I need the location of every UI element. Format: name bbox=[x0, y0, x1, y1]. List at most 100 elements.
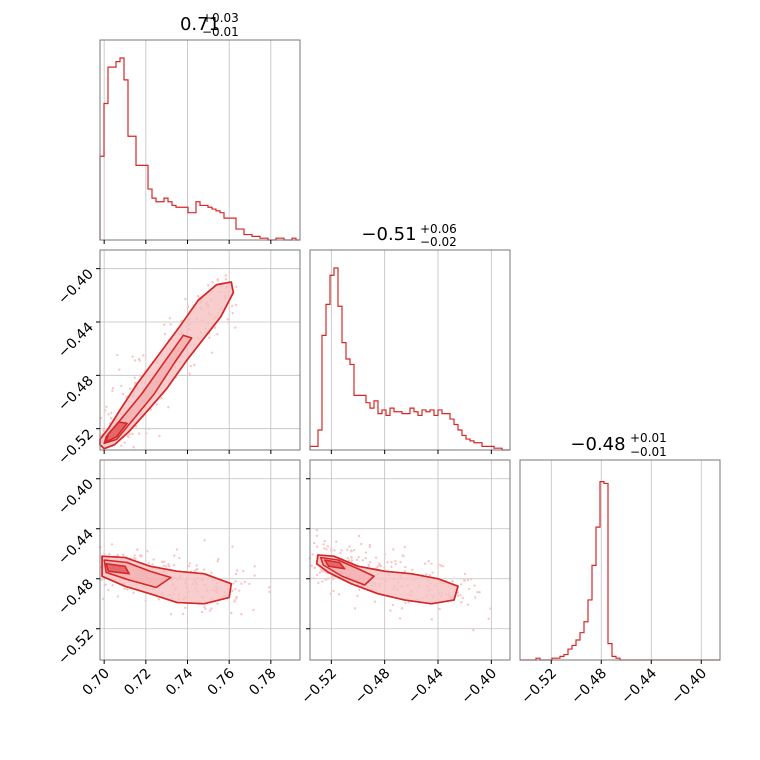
scatter-point bbox=[196, 294, 200, 298]
scatter-point bbox=[147, 561, 150, 565]
scatter-point bbox=[193, 569, 196, 573]
title-upper-0: +0.03 bbox=[202, 11, 239, 25]
scatter-point bbox=[107, 588, 110, 592]
scatter-point bbox=[315, 534, 319, 538]
scatter-point bbox=[235, 569, 239, 572]
scatter-point bbox=[151, 563, 154, 566]
scatter-point bbox=[230, 611, 233, 615]
scatter-point bbox=[162, 564, 166, 567]
scatter-point bbox=[211, 280, 214, 284]
scatter-point bbox=[101, 597, 105, 601]
scatter-point bbox=[138, 359, 141, 362]
scatter-point bbox=[339, 552, 342, 555]
scatter-point bbox=[134, 557, 137, 561]
scatter-point bbox=[456, 591, 459, 594]
scatter-point bbox=[184, 297, 187, 301]
scatter-point bbox=[253, 574, 256, 577]
x-tick-label: −0.52 bbox=[299, 666, 341, 708]
scatter-point bbox=[329, 592, 332, 595]
scatter-point bbox=[463, 572, 467, 576]
y-tick-label: −0.44 bbox=[55, 319, 97, 361]
scatter-point bbox=[235, 595, 238, 599]
scatter-point bbox=[404, 565, 407, 569]
scatter-point bbox=[399, 560, 402, 564]
scatter-point bbox=[132, 591, 135, 594]
scatter-point bbox=[360, 542, 363, 546]
scatter-point bbox=[318, 571, 321, 574]
scatter-point bbox=[116, 353, 119, 357]
scatter-point bbox=[398, 617, 402, 620]
scatter-point bbox=[204, 607, 207, 611]
scatter-point bbox=[102, 428, 105, 432]
scatter-point bbox=[121, 392, 125, 396]
scatter-point bbox=[131, 432, 134, 436]
y-tick-label: −0.52 bbox=[55, 426, 97, 468]
scatter-point bbox=[355, 558, 359, 562]
scatter-point bbox=[139, 374, 142, 378]
scatter-point bbox=[430, 562, 433, 565]
scatter-point bbox=[390, 561, 393, 564]
title-lower-0: −0.01 bbox=[202, 25, 239, 39]
scatter-point bbox=[403, 545, 406, 549]
axis-frame bbox=[99, 459, 301, 661]
scatter-point bbox=[364, 557, 367, 560]
title-param-0: 0.71 bbox=[180, 14, 220, 35]
scatter-point bbox=[128, 432, 131, 436]
scatter-point bbox=[173, 554, 176, 557]
scatter-point bbox=[100, 578, 103, 582]
scatter-point bbox=[108, 552, 111, 556]
scatter-point bbox=[152, 558, 155, 561]
scatter-point bbox=[430, 618, 434, 621]
histogram-step-line bbox=[309, 267, 510, 451]
title-value-1: −0.51 bbox=[361, 224, 416, 245]
x-tick-label: −0.48 bbox=[352, 666, 394, 708]
scatter-point bbox=[237, 589, 241, 592]
scatter-point bbox=[133, 554, 136, 557]
scatter-point bbox=[169, 323, 172, 326]
scatter-point bbox=[234, 580, 237, 583]
axis-frame bbox=[309, 459, 511, 661]
scatter-point bbox=[111, 584, 114, 587]
scatter-point bbox=[394, 562, 397, 566]
scatter-point bbox=[172, 563, 176, 567]
scatter-point bbox=[243, 580, 246, 584]
scatter-point bbox=[167, 406, 170, 409]
scatter-point bbox=[231, 545, 234, 548]
scatter-point bbox=[146, 550, 149, 553]
scatter-point bbox=[216, 333, 219, 336]
scatter-point bbox=[213, 326, 217, 329]
scatter-point bbox=[310, 564, 313, 568]
scatter-point bbox=[356, 594, 359, 598]
scatter-point bbox=[129, 387, 132, 391]
scatter-point bbox=[168, 317, 172, 320]
scatter-point bbox=[231, 311, 234, 315]
axis-frame bbox=[99, 39, 301, 241]
scatter-point bbox=[167, 562, 170, 566]
scatter-point bbox=[193, 363, 196, 367]
scatter-point bbox=[216, 278, 219, 281]
scatter-point bbox=[145, 432, 148, 435]
scatter-point bbox=[123, 587, 126, 591]
scatter-point bbox=[383, 566, 386, 570]
scatter-point bbox=[240, 612, 243, 616]
scatter-point bbox=[210, 351, 214, 354]
scatter-point bbox=[487, 617, 490, 620]
scatter-point bbox=[335, 540, 338, 543]
scatter-point bbox=[144, 599, 147, 602]
scatter-point bbox=[451, 579, 454, 583]
y-tick-label: −0.52 bbox=[55, 626, 97, 668]
scatter-point bbox=[234, 572, 238, 576]
scatter-point bbox=[120, 444, 123, 448]
title-lower-2: −0.01 bbox=[630, 445, 667, 459]
scatter-point bbox=[235, 285, 238, 288]
scatter-point bbox=[137, 432, 141, 435]
scatter-point bbox=[478, 590, 481, 594]
scatter-point bbox=[120, 384, 123, 388]
scatter-point bbox=[348, 545, 351, 548]
scatter-point bbox=[195, 564, 198, 567]
scatter-point bbox=[489, 607, 492, 610]
y-tick-label: −0.48 bbox=[55, 373, 97, 415]
scatter-point bbox=[188, 372, 191, 375]
scatter-point bbox=[323, 540, 326, 543]
scatter-point bbox=[439, 564, 443, 567]
